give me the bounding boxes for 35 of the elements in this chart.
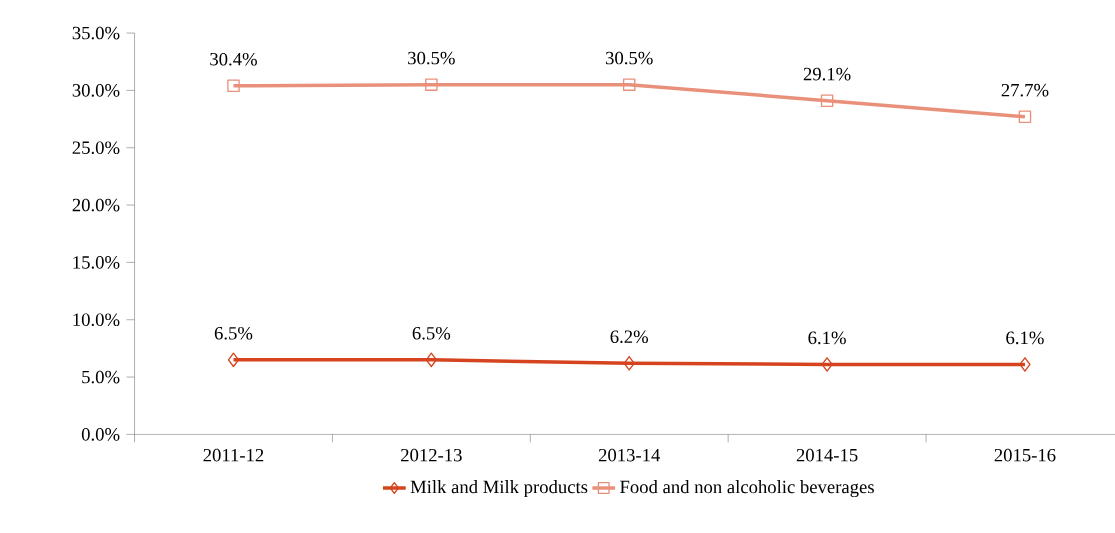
data-label: 6.1% — [1006, 331, 1044, 345]
point — [820, 94, 834, 107]
x-tick-label: 2012-13 — [401, 448, 462, 462]
point — [622, 78, 636, 91]
y-tick-label: 15.0% — [73, 256, 120, 269]
point — [227, 79, 240, 93]
point — [1018, 110, 1032, 124]
data-label: 30.4% — [210, 52, 257, 66]
x-tick-label: 2013-14 — [598, 448, 661, 462]
y-tick-label: 25.0% — [72, 141, 120, 155]
legend-label: Milk and Milk products — [410, 480, 588, 498]
y-tick-label: 5.0% — [82, 370, 120, 384]
point — [425, 78, 438, 91]
data-label: 30.5% — [606, 51, 653, 65]
point — [1019, 357, 1031, 372]
y-tick-label: 30.0% — [72, 84, 120, 97]
data-label: 6.2% — [610, 330, 649, 344]
data-label: 29.1% — [803, 67, 851, 81]
point — [227, 352, 240, 368]
x-tick-label: 2015-16 — [994, 448, 1056, 462]
y-tick-label: 0.0% — [81, 428, 120, 441]
x-tick-label: 2011-12 — [203, 448, 264, 462]
point — [623, 355, 635, 371]
data-label: 30.5% — [408, 51, 455, 65]
y-tick-label: 20.0% — [72, 198, 120, 212]
y-tick-label: 35.0% — [72, 26, 120, 40]
point — [821, 357, 833, 372]
legend-label: Food and non alcoholic beverages — [620, 480, 874, 498]
data-label: 6.5% — [412, 326, 451, 340]
x-tick-label: 2014-15 — [796, 448, 858, 462]
data-label: 6.5% — [214, 326, 253, 340]
point — [425, 352, 438, 368]
data-label: 27.7% — [1001, 83, 1049, 97]
y-tick-label: 10.0% — [73, 313, 120, 327]
data-label: 6.1% — [808, 331, 846, 345]
